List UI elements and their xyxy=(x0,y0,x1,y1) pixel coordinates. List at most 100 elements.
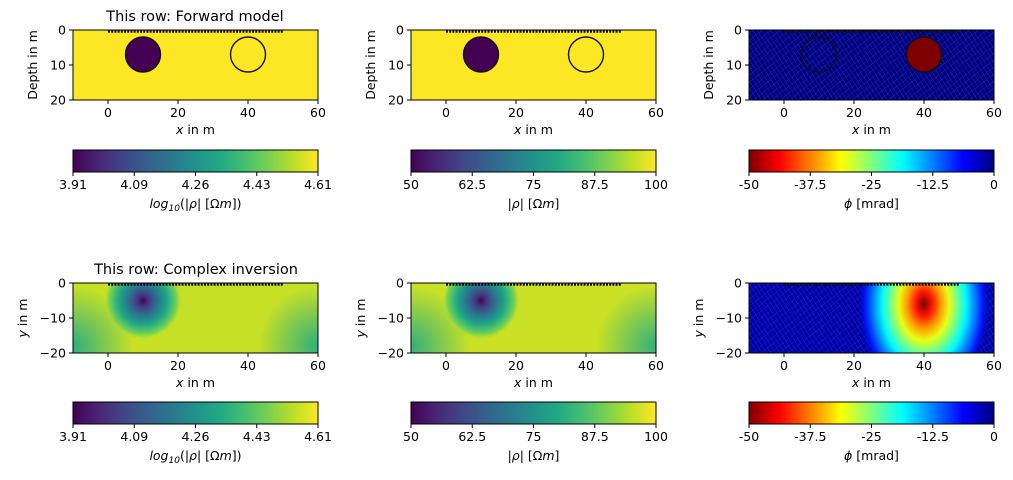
colorbar-label-part: ] xyxy=(555,448,560,463)
colorbar-label-part: [Ω xyxy=(201,448,220,463)
colorbar-label-part: |ρ| xyxy=(508,196,524,211)
x-tick-label: 40 xyxy=(916,105,932,120)
colorbar-label-part: [mrad] xyxy=(852,448,899,463)
colorbar-tick-label: -37.5 xyxy=(794,429,826,444)
colorbar-tick-label: -25 xyxy=(861,177,881,192)
x-tick-label: 60 xyxy=(986,358,1002,373)
edge-zone xyxy=(258,283,318,353)
y-tick-label: 0 xyxy=(734,23,742,38)
colorbar xyxy=(748,149,995,173)
x-tick-label: 0 xyxy=(104,358,112,373)
y-axis-label: Depth in m xyxy=(701,30,716,100)
x-tick-label: 20 xyxy=(846,358,862,373)
edge-zone xyxy=(596,283,656,353)
colorbar-label-part: [mrad] xyxy=(852,196,899,211)
colorbar-tick-label: -12.5 xyxy=(917,429,949,444)
anomaly-outline xyxy=(229,36,267,73)
y-tick-label: 10 xyxy=(50,58,66,73)
anomaly-outline xyxy=(124,36,162,73)
y-tick-label: −20 xyxy=(378,346,404,361)
x-axis-label-rest: in m xyxy=(521,122,553,137)
plot-area xyxy=(411,283,656,353)
colorbar-label-part: m xyxy=(542,196,554,211)
anomaly-outline xyxy=(462,36,500,73)
y-axis-label: y in m xyxy=(15,299,30,339)
x-axis-label: x in m xyxy=(851,122,891,137)
x-tick-label: 40 xyxy=(240,105,256,120)
colorbar-tick-label: 4.26 xyxy=(182,429,210,444)
x-tick-label: 40 xyxy=(916,358,932,373)
y-tick-label: 20 xyxy=(388,93,404,108)
x-axis-label: x in m xyxy=(851,375,891,390)
colorbar-tick-label: 4.43 xyxy=(243,177,271,192)
colorbar-tick-label: 75 xyxy=(526,429,542,444)
y-axis-label-rest: in m xyxy=(691,299,706,331)
colorbar-label-part: [Ω xyxy=(524,196,543,211)
colorbar-label-part: ( xyxy=(180,196,185,211)
colorbar-label-part: ]) xyxy=(232,448,242,463)
y-axis-label: Depth in m xyxy=(25,30,40,100)
field-background xyxy=(411,30,656,100)
x-tick-label: 60 xyxy=(310,105,326,120)
colorbar-tick-label: 62.5 xyxy=(458,177,486,192)
colorbar-tick-label: 0 xyxy=(990,429,998,444)
colorbar-tick-label: 4.61 xyxy=(304,177,332,192)
colorbar-tick-label: 3.91 xyxy=(59,429,87,444)
x-axis-label: x in m xyxy=(513,122,553,137)
plot-area xyxy=(411,30,656,100)
colorbar-tick-label: -37.5 xyxy=(794,177,826,192)
colorbar-label-part: log xyxy=(149,196,168,211)
colorbar xyxy=(410,149,657,173)
plot-area xyxy=(73,30,318,100)
y-tick-label: 0 xyxy=(396,23,404,38)
x-axis-label-rest: in m xyxy=(521,375,553,390)
x-tick-label: 60 xyxy=(986,105,1002,120)
colorbar-label-part: ]) xyxy=(232,196,242,211)
colorbar-tick-label: 100 xyxy=(644,429,668,444)
y-tick-label: 10 xyxy=(388,58,404,73)
x-axis-label-var: x xyxy=(513,375,522,390)
panel-3: 0 20 40 60 0 10 20 x in m Depth in m -50 -37.5 -25 -… xyxy=(701,23,1002,212)
x-tick-label: 20 xyxy=(846,105,862,120)
row-title: This row: Complex inversion xyxy=(93,262,298,278)
colorbar-label-part: ϕ xyxy=(844,448,852,463)
x-tick-label: 0 xyxy=(104,105,112,120)
y-axis-label-rest: in m xyxy=(15,299,30,331)
x-tick-label: 0 xyxy=(780,358,788,373)
colorbar xyxy=(72,401,319,425)
x-tick-label: 20 xyxy=(170,105,186,120)
colorbar-label-part: [Ω xyxy=(201,196,220,211)
y-tick-label: −20 xyxy=(40,346,66,361)
panel-2: 0 20 40 60 0 10 20 x in m Depth in m 50 62.5 75 87.5… xyxy=(363,23,668,212)
colorbar-tick-label: -25 xyxy=(861,429,881,444)
panel-5: 0 20 40 600−10−20x in my in m50 62.5 75 87.5 10… xyxy=(353,276,668,464)
x-axis-label-var: x xyxy=(851,122,860,137)
panel-1: 0 20 40 60 0 10 20 x in m Depth in m This row: Fo… xyxy=(25,9,332,214)
colorbar xyxy=(410,401,657,425)
colorbar-tick-label: 4.09 xyxy=(120,429,148,444)
colorbar-label: ϕ [mrad] xyxy=(844,448,899,463)
colorbar-tick-label: -50 xyxy=(739,177,759,192)
colorbar-tick-label: 4.26 xyxy=(182,177,210,192)
colorbar-label: |ρ| [Ωm] xyxy=(508,196,560,211)
colorbar-label-part: ϕ xyxy=(844,196,852,211)
anomaly-outline xyxy=(800,36,838,73)
y-tick-label: 0 xyxy=(58,23,66,38)
x-tick-label: 20 xyxy=(508,105,524,120)
x-axis-label-var: x xyxy=(513,122,522,137)
x-tick-label: 40 xyxy=(578,105,594,120)
colorbar-label-sub: 10 xyxy=(169,456,181,466)
colorbar-label-part: ] xyxy=(555,196,560,211)
x-axis-label-var: x xyxy=(175,375,184,390)
colorbar-tick-label: -12.5 xyxy=(917,177,949,192)
x-axis-label: x in m xyxy=(175,122,215,137)
y-tick-label: 20 xyxy=(50,93,66,108)
y-axis-label: Depth in m xyxy=(363,30,378,100)
field-background xyxy=(73,30,318,100)
x-axis-label-rest: in m xyxy=(859,122,891,137)
x-tick-label: 40 xyxy=(240,358,256,373)
x-tick-label: 60 xyxy=(310,358,326,373)
colorbar-label-part: |ρ| xyxy=(185,448,201,463)
